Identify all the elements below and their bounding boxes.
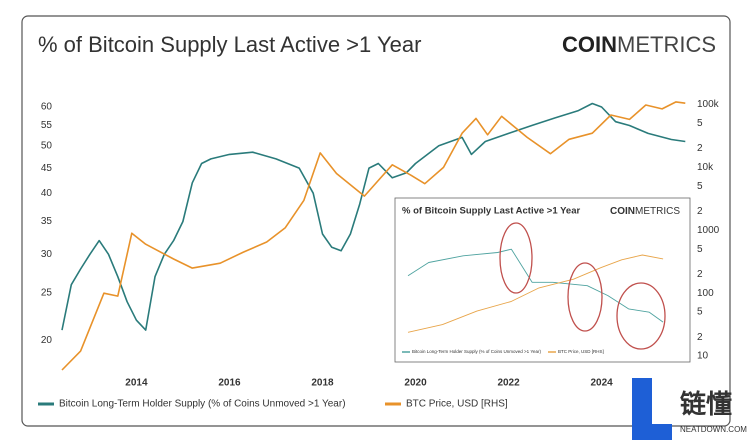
inset-title: % of Bitcoin Supply Last Active >1 Year xyxy=(402,206,580,217)
y2-tick-label: 2 xyxy=(697,269,703,280)
inset-frame xyxy=(394,197,691,363)
legend-label: BTC Price, USD [RHS] xyxy=(406,399,508,410)
watermark: 链懂 NEATDOWN.COM xyxy=(632,378,747,440)
y2-tick-label: 5 xyxy=(697,307,703,318)
series-line xyxy=(61,102,686,331)
y-tick-label: 20 xyxy=(41,335,53,346)
y2-tick-label: 1000 xyxy=(697,225,720,236)
highlight-ellipse xyxy=(616,282,666,350)
series-line xyxy=(407,254,664,333)
legend: Bitcoin Long-Term Holder Supply (% of Co… xyxy=(38,399,508,410)
watermark-text: 链懂 xyxy=(680,389,732,419)
highlight-ellipse xyxy=(567,262,603,332)
y2-tick-label: 5 xyxy=(697,181,703,192)
watermark-sub: NEATDOWN.COM xyxy=(680,425,747,434)
y-tick-label: 60 xyxy=(41,102,53,113)
highlight-ellipse xyxy=(499,222,533,294)
x-tick-label: 2016 xyxy=(218,378,241,389)
y2-tick-label: 5 xyxy=(697,118,703,129)
y2-tick-label: 2 xyxy=(697,206,703,217)
legend-label: Bitcoin Long-Term Holder Supply (% of Co… xyxy=(59,399,346,410)
series-line xyxy=(61,101,686,371)
inset-brand: COINMETRICS xyxy=(610,206,680,217)
brand-light: METRICS xyxy=(617,32,716,57)
series-line xyxy=(407,248,664,323)
x-tick-label: 2018 xyxy=(311,378,334,389)
y-tick-label: 35 xyxy=(41,216,53,227)
main-plot: 20253035404550556010251002510002510k2510… xyxy=(41,99,720,389)
y2-tick-label: 100k xyxy=(697,99,720,110)
y2-tick-label: 10k xyxy=(697,162,714,173)
inset-plot: Bitcoin Long-Term Holder Supply (% of Co… xyxy=(402,248,664,354)
legend-label: BTC Price, USD [RHS] xyxy=(558,349,604,354)
y-tick-label: 45 xyxy=(41,163,53,174)
y-tick-label: 30 xyxy=(41,249,53,260)
watermark-logo xyxy=(632,378,672,440)
y-tick-label: 55 xyxy=(41,120,53,131)
x-tick-label: 2022 xyxy=(497,378,520,389)
chart-title: % of Bitcoin Supply Last Active >1 Year xyxy=(38,32,421,57)
y-tick-label: 40 xyxy=(41,188,53,199)
x-tick-label: 2020 xyxy=(404,378,427,389)
inset-brand-light: METRICS xyxy=(635,206,680,217)
y-tick-label: 25 xyxy=(41,288,53,299)
brand: COINMETRICS xyxy=(562,32,716,57)
y2-tick-label: 10 xyxy=(697,351,709,362)
annotations xyxy=(499,222,666,350)
x-tick-label: 2014 xyxy=(125,378,148,389)
y-tick-label: 50 xyxy=(41,140,53,151)
inset: % of Bitcoin Supply Last Active >1 Year … xyxy=(394,197,691,363)
y2-tick-label: 2 xyxy=(697,332,703,343)
y2-tick-label: 2 xyxy=(697,143,703,154)
x-tick-label: 2024 xyxy=(590,378,613,389)
y2-tick-label: 100 xyxy=(697,288,714,299)
legend-label: Bitcoin Long-Term Holder Supply (% of Co… xyxy=(412,349,541,354)
y2-tick-label: 5 xyxy=(697,244,703,255)
inset-brand-bold: COIN xyxy=(610,206,635,217)
brand-bold: COIN xyxy=(562,32,617,57)
